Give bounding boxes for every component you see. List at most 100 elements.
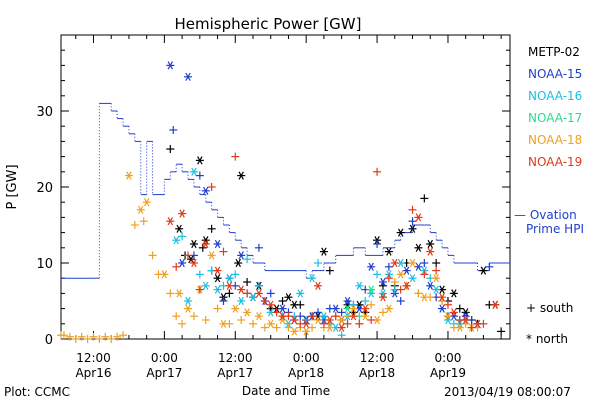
marker-stroke xyxy=(185,72,191,81)
south-marker xyxy=(272,323,281,332)
x-tick-label-time: 0:00 xyxy=(151,351,178,365)
y-tick-label: 0 xyxy=(45,333,53,348)
south-marker xyxy=(396,297,405,305)
south-marker xyxy=(77,332,86,341)
marker-stroke xyxy=(321,312,327,321)
north-marker xyxy=(361,304,370,313)
y-axis-label: P [GW] xyxy=(5,164,20,209)
marker-stroke xyxy=(368,262,374,271)
south-marker xyxy=(426,293,435,302)
south-marker xyxy=(166,289,175,298)
north-marker xyxy=(355,281,364,290)
south-marker xyxy=(266,289,275,298)
north-marker xyxy=(438,304,447,313)
north-marker xyxy=(491,300,500,309)
footer-plot-credit: Plot: CCMC xyxy=(4,385,70,399)
marker-stroke xyxy=(427,239,433,249)
marker-stroke xyxy=(380,289,386,298)
y-tick-label: 20 xyxy=(36,181,53,196)
south-marker xyxy=(139,217,148,226)
south-marker xyxy=(313,308,322,317)
marker-stroke xyxy=(380,293,386,302)
south-marker xyxy=(260,297,269,305)
north-marker xyxy=(213,239,222,249)
legend-entry: NOAA-18 xyxy=(528,133,582,147)
marker-stroke xyxy=(303,319,309,328)
north-marker xyxy=(201,239,210,249)
north-marker xyxy=(243,308,252,317)
x-tick-label-date: Apr19 xyxy=(430,366,466,380)
north-marker xyxy=(337,323,346,332)
south-marker xyxy=(207,224,216,233)
south-marker xyxy=(361,297,370,305)
south-marker xyxy=(296,300,305,309)
marker-stroke xyxy=(474,319,481,328)
marker-stroke xyxy=(462,315,469,325)
north-marker xyxy=(237,171,246,180)
south-marker xyxy=(195,270,204,279)
north-marker xyxy=(290,315,299,325)
marker-stroke xyxy=(203,236,209,245)
south-marker xyxy=(373,270,382,279)
north-marker xyxy=(184,72,193,81)
south-marker xyxy=(198,243,207,252)
north-marker xyxy=(313,281,322,290)
marker-stroke xyxy=(332,304,339,313)
north-marker xyxy=(331,304,340,313)
marker-stroke xyxy=(380,277,386,287)
north-marker xyxy=(234,258,243,268)
south-marker xyxy=(172,312,181,321)
marker-stroke xyxy=(344,300,351,309)
north-marker xyxy=(237,296,246,306)
north-marker xyxy=(449,289,458,298)
south-marker xyxy=(485,262,494,271)
x-axis-label: Date and Time xyxy=(242,384,330,398)
north-marker xyxy=(432,285,441,294)
north-marker xyxy=(343,296,352,306)
marker-stroke xyxy=(421,293,428,302)
satellite-points xyxy=(57,61,506,343)
south-marker xyxy=(443,300,452,309)
series-noaa-15 xyxy=(166,61,494,328)
north-marker xyxy=(384,304,393,313)
south-marker xyxy=(95,335,104,343)
south-marker xyxy=(278,297,287,305)
marker-stroke xyxy=(403,281,410,290)
north-marker xyxy=(378,289,387,298)
north-marker xyxy=(254,289,263,298)
north-marker xyxy=(367,285,376,294)
north-marker xyxy=(175,289,184,298)
marker-stroke xyxy=(397,228,404,237)
north-marker xyxy=(142,198,151,207)
marker-stroke xyxy=(279,312,286,321)
north-marker xyxy=(349,312,358,321)
marker-stroke xyxy=(232,304,239,313)
marker-stroke xyxy=(291,315,298,325)
marker-stroke xyxy=(445,315,451,325)
north-marker xyxy=(325,323,334,332)
marker-stroke xyxy=(291,327,298,336)
marker-stroke xyxy=(176,289,182,298)
south-marker xyxy=(201,316,210,324)
north-marker xyxy=(178,209,187,218)
marker-stroke xyxy=(167,61,174,70)
marker-stroke xyxy=(397,258,404,268)
north-marker xyxy=(266,319,275,328)
marker-stroke xyxy=(327,315,333,325)
north-marker xyxy=(136,205,145,214)
ovation-hpi-series xyxy=(61,102,510,279)
marker-stroke xyxy=(279,315,286,325)
north-marker xyxy=(426,247,435,256)
marker-stroke xyxy=(386,247,392,256)
marker-stroke xyxy=(403,266,410,275)
south-marker xyxy=(169,126,178,134)
south-marker xyxy=(207,183,216,191)
marker-stroke xyxy=(338,315,345,325)
south-marker xyxy=(367,300,376,309)
marker-stroke xyxy=(451,308,457,317)
marker-stroke xyxy=(362,312,368,321)
legend-entry: NOAA-15 xyxy=(528,67,582,81)
marker-stroke xyxy=(138,205,144,214)
south-marker xyxy=(260,323,269,332)
